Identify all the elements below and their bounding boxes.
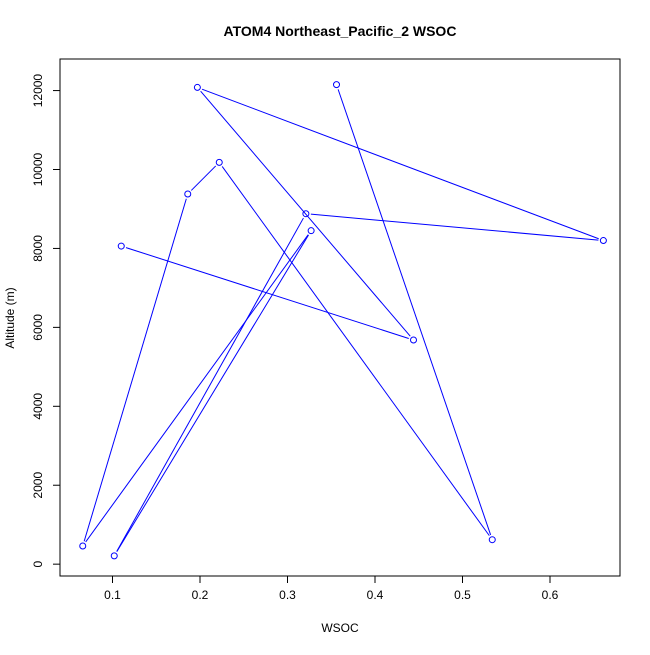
data-point bbox=[117, 242, 125, 250]
plot-frame bbox=[59, 58, 621, 577]
x-tick-label: 0.6 bbox=[542, 588, 559, 602]
y-tick-label: 0 bbox=[31, 561, 45, 568]
series-line-segment bbox=[116, 217, 304, 552]
series-line-segment bbox=[125, 247, 409, 339]
y-tick-label: 8000 bbox=[31, 235, 45, 262]
data-point bbox=[599, 237, 607, 245]
data-point bbox=[488, 536, 496, 544]
y-tick-label: 2000 bbox=[31, 472, 45, 499]
data-point bbox=[215, 158, 223, 166]
y-axis-label: Altitude (m) bbox=[3, 287, 17, 348]
data-point bbox=[410, 336, 417, 344]
chart-title: ATOM4 Northeast_Pacific_2 WSOC bbox=[224, 23, 457, 39]
y-tick-label: 4000 bbox=[31, 393, 45, 420]
x-axis: 0.1 0.2 0.3 0.4 0.5 0.6 bbox=[104, 575, 559, 602]
series-line-segment bbox=[83, 198, 187, 542]
y-tick-label: 10000 bbox=[31, 152, 45, 186]
data-point bbox=[302, 210, 310, 218]
data-point bbox=[333, 81, 340, 89]
series-line-segment bbox=[190, 165, 217, 191]
series-line-segment bbox=[310, 213, 599, 241]
x-tick-label: 0.1 bbox=[104, 588, 121, 602]
series-line-segment bbox=[201, 88, 599, 240]
data-point bbox=[79, 542, 87, 550]
data-point bbox=[184, 190, 192, 198]
series-line-segment bbox=[221, 166, 490, 536]
data-point bbox=[110, 552, 118, 560]
data-point bbox=[307, 227, 315, 235]
series-line-segment bbox=[116, 234, 309, 552]
x-tick-label: 0.5 bbox=[454, 588, 471, 602]
data-point bbox=[193, 83, 201, 91]
x-tick-label: 0.3 bbox=[279, 588, 296, 602]
y-axis: 0 2000 4000 6000 8000 10000 12000 bbox=[31, 74, 61, 568]
series-line-segment bbox=[200, 90, 411, 337]
y-tick-label: 12000 bbox=[31, 74, 45, 108]
x-tick-label: 0.4 bbox=[367, 588, 384, 602]
y-tick-label: 6000 bbox=[31, 314, 45, 341]
series-line-segment bbox=[337, 89, 492, 536]
x-axis-label: WSOC bbox=[321, 621, 359, 635]
x-tick-label: 0.2 bbox=[192, 588, 209, 602]
series-layer bbox=[79, 81, 607, 560]
series-line-segment bbox=[85, 234, 309, 543]
